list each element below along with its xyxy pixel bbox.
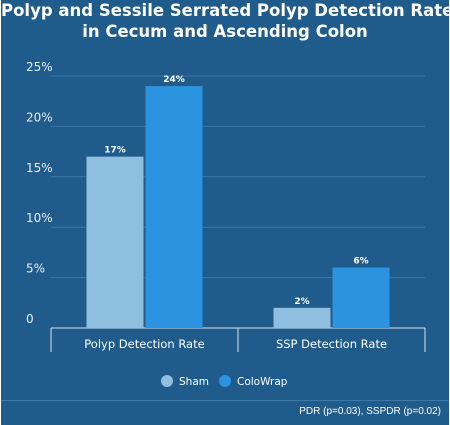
y-tick-label: 20%	[26, 110, 53, 124]
y-tick-label: 10%	[26, 211, 53, 225]
footer-bar: PDR (p=0.03), SSPDR (p=0.02)	[1, 400, 449, 425]
footer-note: PDR (p=0.03), SSPDR (p=0.02)	[299, 406, 441, 417]
bar-sham	[86, 156, 144, 328]
y-tick-label: 0	[26, 312, 34, 326]
y-tick-label: 15%	[26, 161, 53, 175]
bar-colowrap	[145, 86, 203, 328]
bar-chart: 0 5% 10% 15% 20% 25% 17% 24% Polyp Detection Rat…	[26, 60, 426, 388]
category-label: Polyp Detection Rate	[84, 337, 204, 351]
category-label: SSP Detection Rate	[276, 337, 387, 351]
data-label: 24%	[163, 75, 185, 85]
data-label: 17%	[104, 146, 126, 156]
legend-marker-colowrap	[219, 375, 231, 387]
legend-label-colowrap: ColoWrap	[237, 376, 288, 388]
chart-title: Polyp and Sessile Serrated Polyp Detecti…	[1, 0, 450, 42]
chart-title-line-1: Polyp and Sessile Serrated Polyp Detecti…	[1, 1, 450, 20]
legend-marker-sham	[161, 375, 173, 387]
y-tick-label: 5%	[26, 262, 45, 276]
chart-title-line-2: in Cecum and Ascending Colon	[82, 22, 368, 41]
data-label: 6%	[353, 257, 368, 267]
bar-sham	[273, 307, 331, 328]
data-label: 2%	[294, 297, 309, 307]
bar-colowrap	[332, 267, 390, 328]
chart-panel: Polyp and Sessile Serrated Polyp Detecti…	[1, 0, 450, 400]
legend-label-sham: Sham	[179, 376, 209, 388]
y-tick-label: 25%	[26, 60, 53, 74]
